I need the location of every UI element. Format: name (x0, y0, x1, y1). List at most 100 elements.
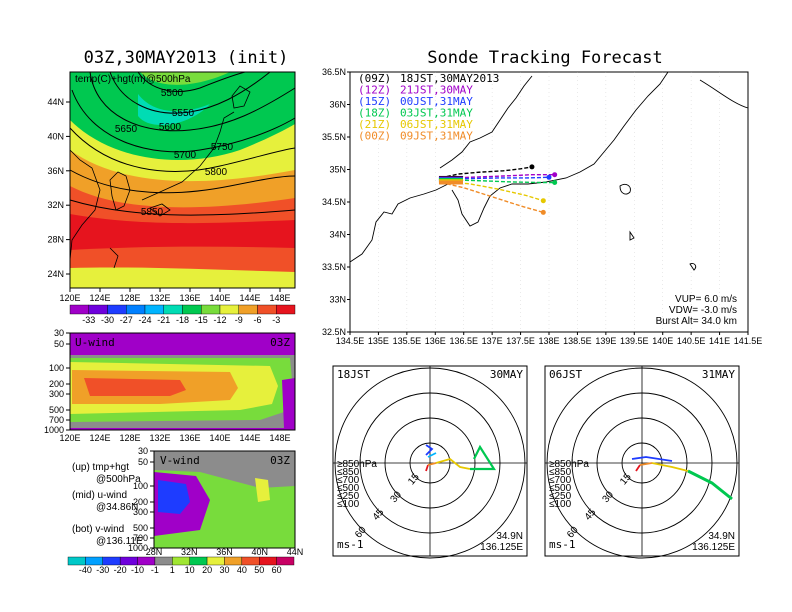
temp-height-map: temp(C)+hgt(m)@500hPa 5500 5550 5600 5650 57… (47, 71, 296, 325)
hodo-level: ≤700 (337, 475, 360, 486)
wind-colorbar-label: 30 (219, 565, 229, 575)
x-tick-label: 120E (59, 433, 80, 443)
wind-colorbar-label: -30 (96, 565, 109, 575)
hodo-curve (427, 452, 437, 458)
track-param: VUP= 6.0 m/s (675, 294, 737, 305)
uwind-frame (69, 332, 296, 431)
x-tick-label: 140E (209, 293, 230, 303)
hodo-level: ≤250 (549, 491, 572, 502)
y-tick-label: 100 (133, 481, 148, 491)
x-tick-label: 132E (149, 433, 170, 443)
x-tick-label: 144E (239, 433, 260, 443)
track-end-point (552, 172, 558, 178)
y-tick-label: 34.5N (322, 197, 346, 207)
legend-run: (12Z) (358, 84, 391, 97)
wind-colorbar-label: 40 (237, 565, 247, 575)
colorbar-label: -24 (138, 315, 151, 325)
y-tick-label: 33.5N (322, 262, 346, 272)
vwind-frame (153, 450, 296, 549)
x-tick-label: 128E (119, 293, 140, 303)
contour-label: 5850 (141, 207, 164, 218)
y-tick-label: 1000 (128, 543, 148, 553)
x-tick-label: 137E (482, 336, 503, 346)
track-end-point (540, 198, 546, 204)
wind-colorbar-swatch (137, 556, 156, 566)
note-line2: @34.86N (96, 502, 138, 513)
y-tick-label: 300 (133, 507, 148, 517)
colorbar-swatch (219, 304, 239, 315)
x-tick-label: 144E (239, 293, 260, 303)
hodo-level: ≤250 (337, 491, 360, 502)
japan-sea-coast (439, 75, 533, 169)
vwind-band-yellow (255, 478, 270, 502)
colorbar-swatch (163, 304, 183, 315)
hodo-level: ≥850hPa (337, 459, 377, 470)
x-tick-label: 140.5E (677, 336, 706, 346)
kanto-coast (699, 79, 749, 109)
x-tick-label: 36N (216, 547, 233, 557)
temp-band (70, 72, 230, 85)
wind-colorbar-swatch (85, 556, 103, 566)
x-tick-label: 135.5E (393, 336, 422, 346)
y-tick-label: 50 (138, 457, 148, 467)
temp-band (138, 94, 210, 126)
hodo-curve (425, 444, 434, 456)
wind-colorbar-label: -10 (131, 565, 144, 575)
colorbar-label: -15 (195, 315, 208, 325)
note-line2: @500hPa (96, 474, 141, 485)
y-tick-label: 44N (47, 97, 64, 107)
hodo-unit: ms-1 (337, 538, 364, 551)
note-line1: (mid) u-wind (72, 490, 127, 501)
colorbar-swatch (107, 304, 127, 315)
colorbar-label: -12 (213, 315, 226, 325)
x-tick-label: 139E (595, 336, 616, 346)
legend-text: 09JST,31MAY (400, 130, 473, 143)
x-tick-label: 136.5E (449, 336, 478, 346)
legend-run: (09Z) (358, 72, 391, 85)
track-line (440, 181, 544, 214)
x-tick-label: 141.5E (734, 336, 763, 346)
wind-colorbar-swatch (154, 556, 173, 566)
note-line1: (up) tmp+hgt (72, 462, 129, 473)
hodo-curve (635, 464, 641, 472)
hodo-level: ≤850 (337, 467, 360, 478)
wind-colorbar: -40 -30 -20 -10 -1 1 10 20 30 40 50 60 (67, 556, 295, 575)
x-tick-label: 137.5E (506, 336, 535, 346)
x-tick-label: 132E (149, 293, 170, 303)
y-tick-label: 36N (329, 100, 346, 110)
colorbar-swatch (144, 304, 164, 315)
tracking-map: (09Z) 18JST,30MAY2013 (12Z) 21JST,30MAY (15Z… (322, 67, 762, 346)
hodo-level: ≤100 (549, 499, 572, 510)
contour-label: 5800 (205, 167, 228, 178)
hodo-curve (651, 462, 689, 472)
hodo-unit: ms-1 (549, 538, 576, 551)
colorbar-swatch (182, 304, 202, 315)
y-tick-label: 700 (49, 415, 64, 425)
top-map-label: temp(C)+hgt(m)@500hPa (75, 74, 191, 85)
y-tick-label: 36N (47, 166, 64, 176)
panel-notes: (up) tmp+hgt@500hPa (mid) u-wind@34.86N (b… (72, 462, 143, 547)
hodo-curve (639, 462, 653, 466)
colorbar-label: -33 (82, 315, 95, 325)
hachijo-island (689, 263, 697, 271)
y-tick-label: 200 (49, 379, 64, 389)
legend-run: (21Z) (358, 118, 391, 131)
hodo-curve (427, 462, 437, 466)
wind-colorbar-label: 20 (202, 565, 212, 575)
x-tick-label: 136E (425, 336, 446, 346)
wind-colorbar-swatch (119, 556, 138, 566)
hodo-level: ≥850hPa (549, 459, 589, 470)
x-tick-label: 135E (368, 336, 389, 346)
legend-text: 18JST,30MAY2013 (400, 72, 499, 85)
uwind-time: 03Z (270, 336, 290, 349)
x-tick-label: 136E (179, 433, 200, 443)
colorbar-label: -9 (235, 315, 243, 325)
x-tick-label: 136E (179, 293, 200, 303)
colorbar-swatch (88, 304, 108, 315)
x-tick-label: 124E (89, 293, 110, 303)
y-tick-label: 35N (329, 165, 346, 175)
